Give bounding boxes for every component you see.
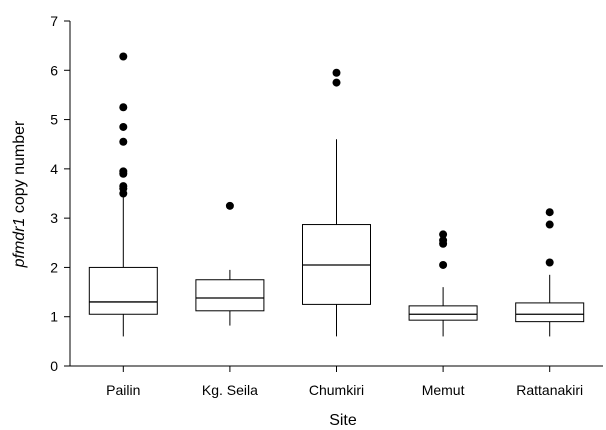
- boxes-group: [88, 52, 585, 337]
- outlier-point: [119, 182, 128, 191]
- y-tick-label: 5: [50, 112, 58, 128]
- y-tick-label: 3: [50, 210, 58, 226]
- outlier-point: [119, 137, 128, 146]
- outlier-point: [439, 230, 448, 239]
- iqr-box: [515, 302, 585, 323]
- outlier-point: [439, 236, 448, 245]
- y-tick-label: 7: [50, 13, 58, 29]
- y-tick-label: 6: [50, 62, 58, 78]
- outlier-point: [119, 103, 128, 112]
- axes: 0 1 2 3 4 5 6 7 Pailin Kg. Seila Chumkiri Memut Ratt…: [50, 13, 603, 398]
- outlier-point: [545, 258, 554, 267]
- outlier-point: [225, 201, 234, 210]
- y-tick-label: 4: [50, 161, 58, 177]
- box-memut: [408, 230, 478, 337]
- y-tick-label: 2: [50, 259, 58, 275]
- outlier-point: [332, 68, 341, 77]
- iqr-box: [88, 266, 158, 315]
- x-tick-label: Rattanakiri: [516, 382, 583, 398]
- x-tick-label: Chumkiri: [309, 382, 364, 398]
- outlier-point: [545, 220, 554, 229]
- box-rattanakiri: [515, 208, 585, 337]
- x-tick-label: Pailin: [106, 382, 140, 398]
- iqr-box: [195, 279, 265, 312]
- iqr-box: [408, 305, 478, 321]
- y-tick-label: 1: [50, 309, 58, 325]
- box-pailin: [88, 52, 158, 337]
- outlier-point: [119, 122, 128, 131]
- outlier-point: [332, 78, 341, 87]
- x-tick-label: Memut: [422, 382, 465, 398]
- x-axis-label: Site: [329, 412, 357, 429]
- outlier-point: [545, 208, 554, 217]
- box-chumkiri: [302, 68, 371, 337]
- y-axis-label-rest: copy number: [11, 120, 28, 218]
- y-axis-label: pfmdr1 copy number: [11, 120, 28, 268]
- outlier-point: [119, 52, 128, 61]
- y-tick-label: 0: [50, 358, 58, 374]
- box-kg-seila: [195, 201, 265, 326]
- y-axis-label-italic: pfmdr1: [11, 218, 28, 269]
- x-tick-label: Kg. Seila: [202, 382, 258, 398]
- outlier-point: [439, 260, 448, 269]
- outlier-point: [119, 167, 128, 176]
